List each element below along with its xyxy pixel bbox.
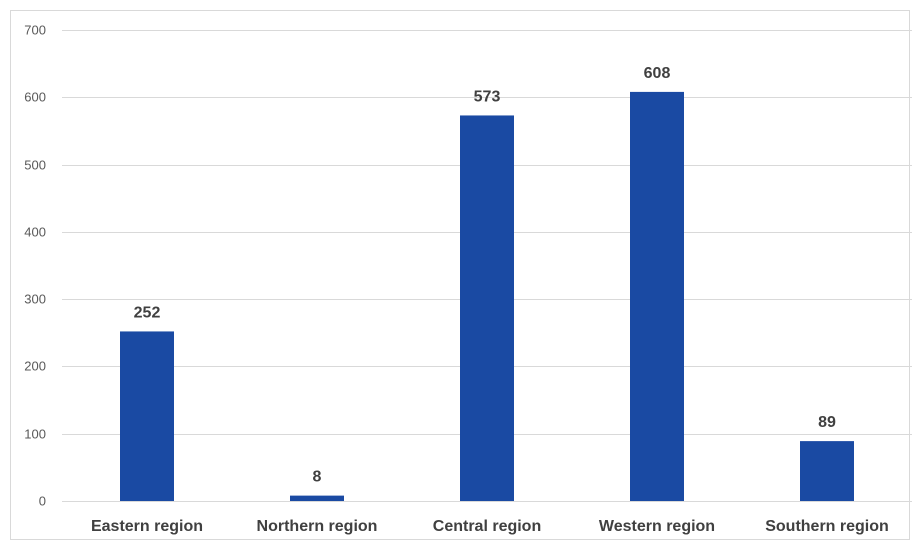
y-axis-ticks: 0 100 200 300 400 500 600 700 (24, 23, 46, 509)
y-tick-label: 200 (24, 359, 46, 374)
y-tick-label: 500 (24, 158, 46, 173)
bars (120, 91, 854, 502)
x-axis-categories: Eastern region Northern region Central reg… (91, 518, 889, 535)
bar (120, 331, 174, 501)
y-tick-label: 700 (24, 23, 46, 38)
bar (460, 115, 514, 502)
y-tick-label: 300 (24, 292, 46, 307)
data-label: 573 (474, 88, 501, 105)
data-label: 608 (644, 65, 671, 82)
bar (290, 495, 344, 501)
data-labels: 252 8 573 608 89 (134, 65, 836, 486)
data-label: 89 (818, 414, 836, 431)
x-category-label: Central region (433, 518, 541, 535)
x-category-label: Northern region (257, 518, 378, 535)
y-tick-label: 400 (24, 225, 46, 240)
x-category-label: Southern region (765, 518, 889, 535)
y-tick-label: 100 (24, 427, 46, 442)
bar (800, 441, 854, 501)
data-label: 252 (134, 304, 161, 321)
bar (630, 91, 684, 501)
data-label: 8 (313, 469, 322, 486)
y-tick-label: 600 (24, 90, 46, 105)
y-tick-label: 0 (39, 494, 46, 509)
x-category-label: Eastern region (91, 518, 203, 535)
x-category-label: Western region (599, 518, 715, 535)
